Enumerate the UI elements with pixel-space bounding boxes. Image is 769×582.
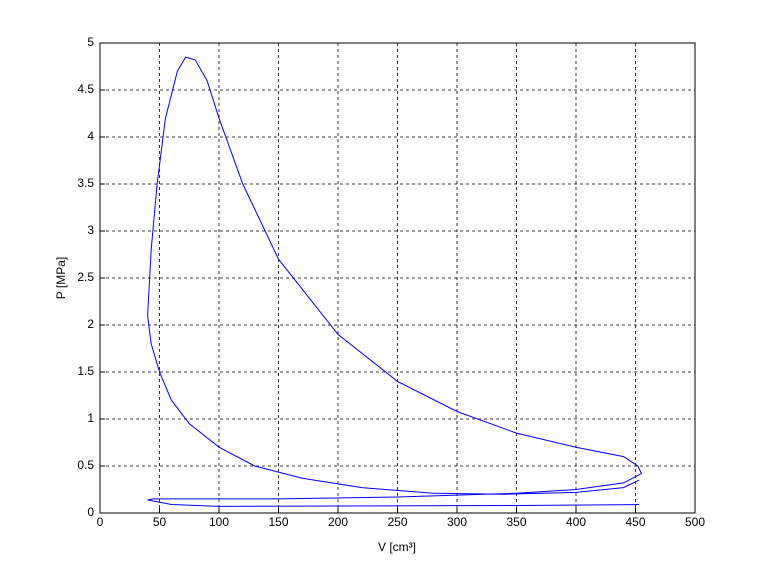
y-tick-label: 2 [87, 317, 94, 331]
y-tick-label: 4 [87, 129, 94, 143]
x-tick-label: 50 [153, 515, 167, 529]
y-tick-label: 4.5 [77, 82, 94, 96]
x-tick-label: 500 [685, 515, 705, 529]
y-tick-label: 5 [87, 35, 94, 49]
x-tick-label: 200 [328, 515, 348, 529]
x-tick-label: 0 [97, 515, 104, 529]
x-tick-label: 100 [209, 515, 229, 529]
y-tick-label: 0 [87, 505, 94, 519]
x-tick-label: 400 [566, 515, 586, 529]
y-tick-label: 3.5 [77, 176, 94, 190]
x-tick-label: 250 [387, 515, 407, 529]
y-tick-label: 3 [87, 223, 94, 237]
x-tick-label: 450 [625, 515, 645, 529]
x-tick-label: 350 [506, 515, 526, 529]
y-tick-label: 1 [87, 411, 94, 425]
data-line [147, 56, 643, 507]
y-tick-label: 2.5 [77, 270, 94, 284]
y-axis-label: P [MPa] [54, 257, 68, 299]
x-tick-label: 300 [447, 515, 467, 529]
x-tick-label: 150 [268, 515, 288, 529]
x-axis-label: V [cm³] [378, 540, 416, 554]
y-tick-label: 0.5 [77, 458, 94, 472]
y-tick-label: 1.5 [77, 364, 94, 378]
